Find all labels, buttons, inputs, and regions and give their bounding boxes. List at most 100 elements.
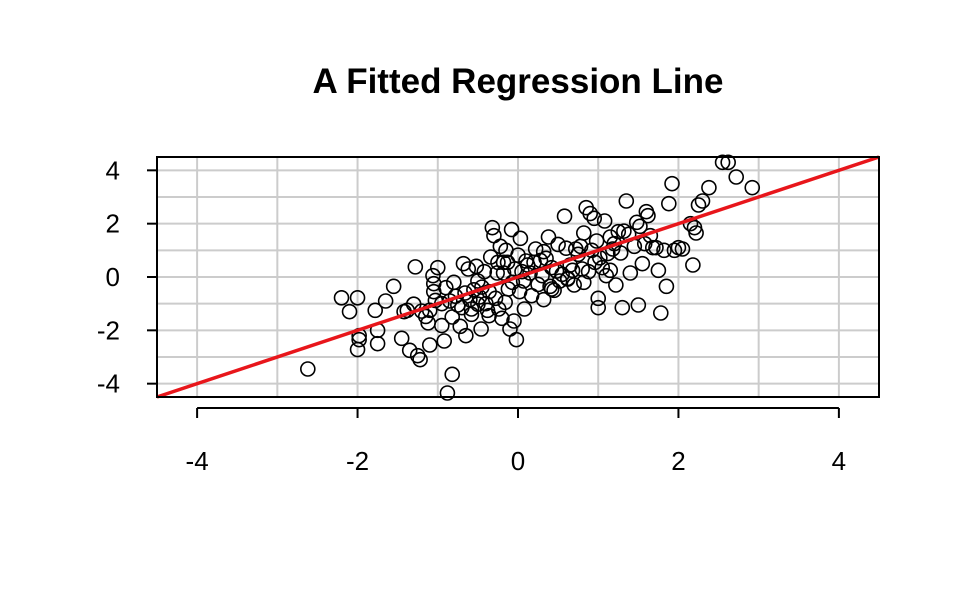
regression-line-layer	[156, 155, 880, 399]
data-point	[586, 210, 603, 227]
data-point	[598, 267, 615, 284]
grid	[157, 157, 879, 397]
data-point	[690, 197, 707, 213]
data-point	[628, 214, 645, 231]
data-points	[300, 154, 761, 401]
data-point	[437, 279, 454, 296]
data-point	[530, 276, 546, 293]
data-point	[608, 277, 624, 293]
data-point	[433, 317, 450, 334]
data-point	[439, 385, 456, 401]
data-point	[436, 333, 452, 349]
data-point	[661, 195, 677, 212]
data-point	[512, 230, 529, 247]
data-point	[632, 218, 648, 235]
data-point	[582, 205, 599, 222]
data-point	[612, 245, 629, 261]
x-tick-label: 2	[671, 446, 685, 476]
data-point	[377, 293, 394, 309]
x-tick-label: -4	[186, 446, 209, 476]
data-point	[575, 274, 592, 291]
data-point	[622, 265, 639, 281]
data-point	[535, 291, 552, 308]
x-axis: -4 -2 0 2 4	[186, 407, 846, 476]
data-point	[658, 278, 675, 295]
data-point	[393, 330, 410, 347]
data-point	[476, 263, 493, 280]
data-point	[473, 321, 489, 337]
data-point	[650, 262, 667, 279]
y-tick-label: 2	[106, 209, 120, 239]
y-tick-label: -4	[97, 369, 120, 399]
data-point	[502, 321, 518, 337]
data-point	[407, 259, 424, 275]
data-point	[640, 207, 656, 224]
data-point	[429, 259, 446, 276]
data-point	[538, 250, 554, 267]
data-point	[369, 335, 386, 352]
data-point	[551, 273, 568, 289]
data-point	[506, 313, 522, 329]
data-point	[487, 290, 504, 307]
x-tick-label: 4	[832, 446, 846, 476]
data-point	[674, 241, 691, 257]
x-tick-label: 0	[511, 446, 525, 476]
chart-title: A Fitted Regression Line	[313, 62, 724, 101]
data-point	[349, 289, 366, 306]
data-point	[614, 299, 631, 316]
data-point	[484, 219, 501, 236]
data-point	[463, 306, 480, 323]
data-point	[495, 254, 512, 271]
data-point	[590, 299, 607, 316]
data-point	[694, 193, 711, 209]
data-point	[503, 221, 520, 238]
data-point	[720, 154, 736, 171]
data-point	[460, 261, 477, 277]
data-point	[385, 278, 402, 295]
data-point	[564, 262, 581, 279]
data-point	[594, 259, 611, 276]
data-point	[701, 179, 717, 196]
data-point	[540, 229, 557, 245]
data-point	[510, 247, 526, 263]
data-point	[559, 270, 576, 287]
data-point	[728, 169, 745, 185]
data-point	[590, 290, 607, 307]
data-point	[652, 305, 669, 321]
data-point	[744, 179, 761, 196]
data-point	[602, 262, 619, 279]
data-point	[522, 265, 538, 281]
data-point	[542, 278, 558, 295]
regression-line	[156, 155, 880, 399]
data-point	[656, 242, 672, 259]
data-point	[556, 208, 573, 224]
data-point	[543, 281, 560, 297]
data-point	[401, 342, 418, 359]
x-tick-label: -2	[346, 446, 369, 476]
data-point	[714, 154, 731, 171]
data-point	[516, 301, 533, 317]
data-point	[648, 239, 664, 256]
data-point	[490, 301, 507, 317]
y-axis: 4 2 0 -2 -4	[97, 155, 157, 399]
data-point	[351, 331, 367, 348]
data-point	[546, 282, 562, 299]
data-point	[486, 227, 502, 244]
data-point	[596, 213, 613, 229]
data-point	[634, 255, 651, 272]
data-point	[618, 193, 635, 209]
data-point	[688, 225, 704, 241]
data-point	[300, 361, 316, 377]
data-point	[444, 309, 461, 325]
data-point	[685, 257, 701, 273]
data-point	[616, 223, 632, 239]
data-point	[550, 236, 566, 253]
data-point	[610, 223, 627, 240]
data-point	[444, 366, 461, 383]
data-point	[478, 295, 494, 312]
data-point	[664, 175, 680, 192]
data-point	[412, 351, 428, 368]
data-point	[425, 267, 441, 284]
